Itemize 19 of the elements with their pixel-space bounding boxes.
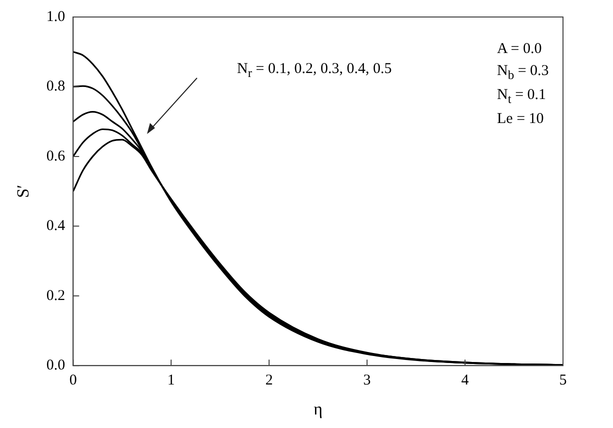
y-tick-label: 0.0 — [46, 358, 66, 374]
y-tick-label: 0.2 — [46, 288, 66, 304]
annotation: N$_{t}$ = 0.1 — [497, 87, 546, 106]
x-tick-label: 2 — [265, 372, 273, 389]
x-tick-label: 1 — [167, 372, 175, 389]
x-tick-label: 0 — [69, 372, 77, 389]
y-tick-label: 0.6 — [46, 148, 66, 164]
x-axis-title: η — [314, 399, 323, 418]
annotation: A = 0.0 — [497, 41, 542, 57]
y-tick-label: 0.4 — [46, 218, 66, 234]
annotation: Le = 10 — [497, 111, 544, 127]
x-tick-label: 5 — [559, 372, 567, 389]
annotation: N$_{b}$ = 0.3 — [497, 63, 549, 82]
x-tick-label: 3 — [363, 372, 371, 389]
y-tick-label: 1.0 — [46, 8, 66, 25]
annotation: N$_{r}$ = 0.1, 0.2, 0.3, 0.4, 0.5 — [237, 61, 392, 80]
x-tick-label: 4 — [461, 372, 470, 389]
y-axis-title: S′ — [14, 184, 33, 198]
y-tick-label: 0.8 — [46, 78, 66, 95]
